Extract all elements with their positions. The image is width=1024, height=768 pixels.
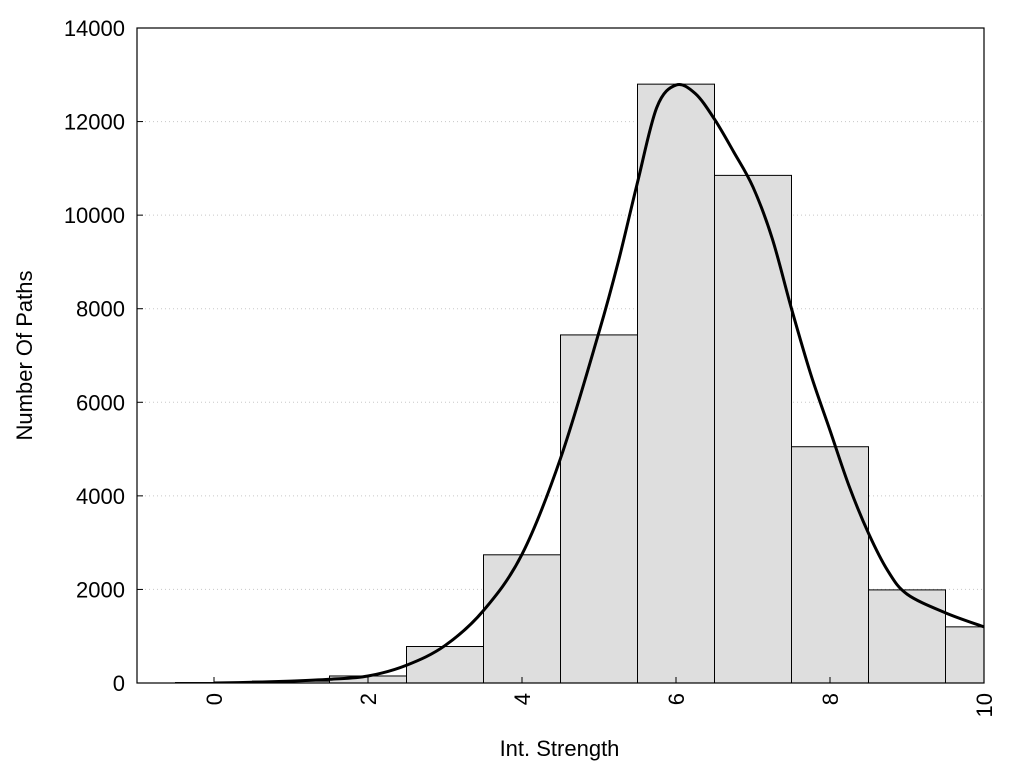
x-tick-label: 6 [664, 693, 689, 705]
y-tick-label: 12000 [64, 110, 125, 135]
plot-frame [136, 27, 985, 684]
histogram-bar [945, 626, 984, 683]
x-tick-label: 10 [972, 693, 997, 717]
curve-layer [213, 83, 984, 683]
y-axis-ticks: 0 2000 4000 6000 8000 10000 12000 14000 [64, 16, 143, 696]
y-tick-label: 14000 [64, 16, 125, 41]
y-tick-label: 2000 [76, 577, 125, 602]
y-tick-label: 10000 [64, 203, 125, 228]
y-tick-label: 4000 [76, 484, 125, 509]
histogram-bar [560, 334, 638, 683]
y-tick-label: 8000 [76, 297, 125, 322]
fitted-curve [213, 83, 984, 683]
histogram-bar [714, 174, 792, 683]
histogram-bar [791, 446, 869, 683]
histogram-bar [483, 554, 561, 683]
x-axis-ticks: 0 2 4 6 8 10 [202, 677, 997, 717]
y-axis-title: Number Of Paths [12, 271, 37, 441]
bar-layer [175, 83, 984, 683]
histogram-bar [406, 646, 484, 683]
histogram-bar [868, 589, 946, 683]
histogram-bar [637, 83, 715, 683]
y-tick-label: 0 [113, 671, 125, 696]
x-tick-label: 8 [818, 693, 843, 705]
y-tick-label: 6000 [76, 390, 125, 415]
x-tick-label: 0 [202, 693, 227, 705]
x-tick-label: 4 [510, 693, 535, 705]
x-axis-title: Int. Strength [500, 736, 620, 761]
x-tick-label: 2 [356, 693, 381, 705]
